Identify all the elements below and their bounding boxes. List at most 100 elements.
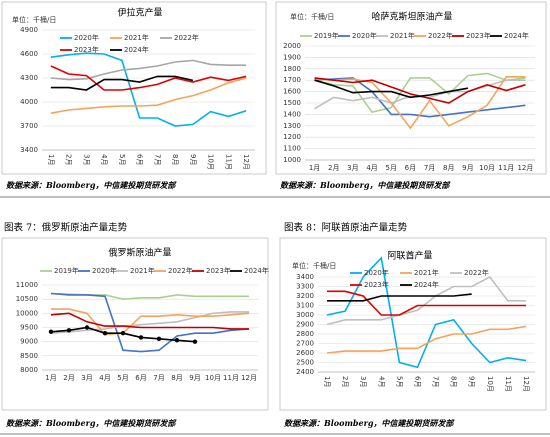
x-tick-label: 12月 bbox=[242, 154, 250, 170]
y-tick-label: 1300 bbox=[283, 122, 301, 130]
point bbox=[120, 330, 126, 336]
y-tick-label: 2700 bbox=[296, 340, 314, 348]
y-tick-label: 3300 bbox=[296, 283, 314, 291]
point bbox=[66, 328, 72, 333]
unit-label: 单位：千桶/日 bbox=[292, 261, 336, 270]
point bbox=[138, 335, 144, 340]
x-tick-label: 12月 bbox=[241, 374, 257, 382]
x-tick-label: 10月 bbox=[205, 374, 221, 382]
x-tick-label: 12月 bbox=[522, 376, 530, 392]
y-tick-label: 10500 bbox=[16, 295, 38, 303]
legend-label: 2024年 bbox=[414, 280, 439, 289]
series-line bbox=[314, 72, 526, 113]
source: 数据来源：Bloomberg，中信建投期货研发部 bbox=[280, 180, 451, 190]
legend-label: 2022年 bbox=[168, 266, 193, 275]
x-tick-label: 8月 bbox=[443, 164, 454, 172]
x-tick-label: 3月 bbox=[347, 164, 358, 172]
x-tick-label: 6月 bbox=[413, 376, 421, 387]
chart-title: 阿联酋产量 bbox=[387, 250, 432, 262]
x-tick-label: 2月 bbox=[328, 164, 339, 172]
x-tick-label: 4月 bbox=[100, 154, 108, 165]
y-tick-label: 3200 bbox=[296, 292, 314, 300]
series-line bbox=[50, 75, 194, 91]
y-tick-label: 3100 bbox=[296, 302, 314, 310]
series-line bbox=[50, 52, 247, 127]
x-tick-label: 5月 bbox=[117, 374, 128, 382]
y-tick-label: 10000 bbox=[16, 309, 38, 317]
x-tick-label: 2月 bbox=[65, 154, 73, 165]
y-tick-label: 2900 bbox=[296, 321, 314, 329]
x-tick-label: 10月 bbox=[479, 164, 495, 172]
legend-label: 2023年 bbox=[364, 280, 389, 289]
chart-title: 俄罗斯原油产量 bbox=[108, 247, 171, 259]
y-tick-label: 9500 bbox=[20, 324, 38, 332]
legend-label: 2021年 bbox=[390, 31, 415, 40]
x-tick-label: 3月 bbox=[82, 154, 90, 165]
source: 数据来源：Bloomberg，中信建投期货研发部 bbox=[284, 418, 455, 428]
x-tick-label: 5月 bbox=[118, 154, 126, 165]
x-tick-label: 8月 bbox=[171, 154, 179, 165]
x-tick-label: 7月 bbox=[432, 376, 440, 387]
y-tick-label: 3700 bbox=[20, 122, 38, 130]
point bbox=[102, 330, 108, 336]
legend-label: 2023年 bbox=[466, 31, 491, 40]
series-line bbox=[314, 79, 469, 99]
x-tick-label: 6月 bbox=[135, 374, 146, 382]
x-tick-label: 1月 bbox=[47, 154, 55, 165]
y-tick-label: 4600 bbox=[20, 50, 38, 58]
chart-title: 伊拉克产量 bbox=[117, 7, 162, 19]
x-tick-label: 3月 bbox=[81, 374, 92, 382]
x-tick-label: 11月 bbox=[498, 164, 514, 172]
y-tick-label: 1700 bbox=[283, 76, 301, 84]
series-line bbox=[51, 308, 250, 336]
x-tick-label: 9月 bbox=[189, 374, 200, 382]
y-tick-label: 1600 bbox=[283, 88, 301, 96]
series-line bbox=[50, 77, 247, 114]
source: 数据来源：Bloomberg，中信建投期货研发部 bbox=[6, 180, 177, 190]
x-tick-label: 11月 bbox=[504, 376, 512, 392]
legend-label: 2021年 bbox=[124, 33, 149, 42]
y-tick-label: 4300 bbox=[20, 74, 38, 82]
series-line bbox=[50, 65, 247, 91]
y-tick-label: 9000 bbox=[20, 338, 38, 346]
chart-title: 哈萨克斯坦原油产量 bbox=[371, 11, 452, 23]
x-tick-label: 1月 bbox=[309, 164, 320, 172]
x-tick-label: 3月 bbox=[359, 376, 367, 387]
x-tick-label: 4月 bbox=[99, 374, 110, 382]
panel bbox=[1, 1, 267, 175]
legend-label: 2023年 bbox=[206, 266, 231, 275]
y-tick-label: 4900 bbox=[20, 26, 38, 34]
y-tick-label: 4000 bbox=[20, 98, 38, 106]
x-tick-label: 1月 bbox=[323, 376, 331, 387]
point bbox=[192, 339, 198, 344]
series-line bbox=[327, 293, 472, 302]
series-line bbox=[326, 325, 527, 354]
x-tick-label: 10月 bbox=[207, 154, 215, 170]
caption: 图表 7：俄罗斯原油产量走势 bbox=[4, 222, 128, 234]
legend-label: 2024年 bbox=[124, 45, 149, 54]
y-tick-label: 1800 bbox=[283, 65, 301, 73]
x-tick-label: 1月 bbox=[45, 374, 56, 382]
legend-label: 2024年 bbox=[244, 266, 269, 275]
legend-label: 2020年 bbox=[74, 33, 99, 42]
y-tick-label: 2600 bbox=[296, 349, 314, 357]
point bbox=[156, 336, 162, 342]
panel bbox=[275, 1, 547, 175]
y-tick-label: 3000 bbox=[296, 311, 314, 319]
x-tick-label: 11月 bbox=[223, 374, 239, 382]
panel bbox=[1, 237, 269, 411]
series-line bbox=[50, 312, 249, 330]
series-line bbox=[50, 311, 249, 334]
x-tick-label: 4月 bbox=[377, 376, 385, 387]
point bbox=[48, 329, 54, 334]
x-tick-label: 12月 bbox=[517, 164, 533, 172]
legend-label: 2023年 bbox=[74, 45, 99, 54]
caption: 图表 8：阿联酋原油产量走势 bbox=[284, 222, 408, 234]
y-tick-label: 8500 bbox=[20, 352, 38, 360]
series-line bbox=[327, 290, 526, 316]
x-tick-label: 6月 bbox=[405, 164, 416, 172]
legend-label: 2020年 bbox=[364, 268, 389, 277]
legend-label: 2022年 bbox=[464, 268, 489, 277]
source: 数据来源：Bloomberg，中信建投期货研发部 bbox=[6, 418, 177, 428]
